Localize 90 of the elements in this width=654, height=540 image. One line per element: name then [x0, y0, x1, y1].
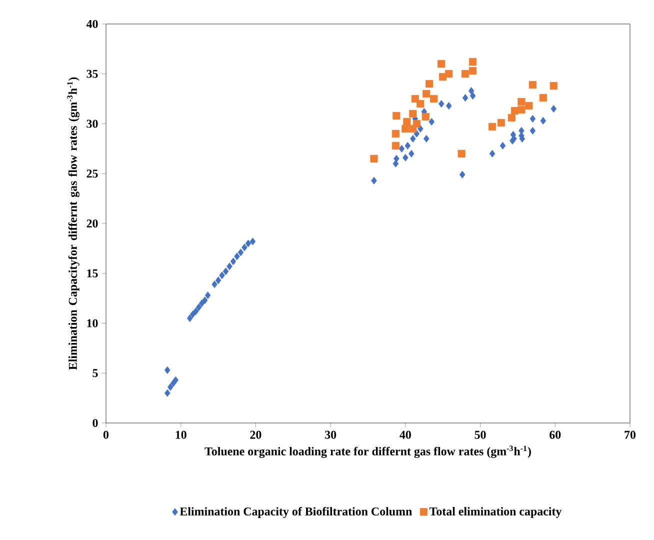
point — [469, 67, 477, 75]
point — [238, 248, 244, 256]
point — [489, 150, 496, 158]
point — [500, 142, 506, 150]
point — [371, 176, 377, 184]
point — [550, 105, 557, 113]
x-tick-label: 0 — [103, 430, 109, 439]
point — [426, 80, 434, 88]
point — [250, 238, 256, 246]
point — [215, 276, 222, 284]
point — [540, 116, 546, 125]
point — [404, 142, 411, 150]
point — [219, 272, 225, 280]
point — [469, 58, 477, 66]
point — [230, 258, 236, 266]
legend-label: Elimination Capacity of Biofiltration Column — [180, 506, 412, 518]
x-tick-label: 20 — [250, 430, 262, 439]
point — [192, 307, 199, 316]
point — [394, 154, 400, 162]
point — [430, 95, 438, 103]
point — [530, 126, 536, 135]
point — [410, 134, 416, 142]
point — [164, 389, 170, 397]
point — [402, 124, 410, 133]
point — [204, 292, 211, 300]
point — [392, 142, 400, 150]
point — [530, 114, 536, 123]
y-tick-label: 10 — [87, 319, 98, 328]
x-tick-label: 70 — [624, 430, 636, 439]
point — [398, 144, 405, 152]
point — [497, 118, 506, 127]
x-tick-label: 60 — [550, 430, 561, 439]
x-tick-label: 40 — [400, 430, 411, 439]
point — [468, 87, 474, 95]
point — [508, 114, 516, 122]
point — [462, 94, 468, 102]
point — [164, 366, 170, 374]
x-tick-label: 50 — [474, 430, 486, 439]
point — [525, 102, 533, 110]
point — [212, 280, 218, 288]
point — [539, 94, 547, 102]
point — [186, 314, 193, 322]
point — [470, 92, 476, 100]
point — [458, 150, 466, 158]
x-axis-title: Toluene organic loading rate for differnt gas flow rates (gm$^{-3}$h$^{-1}$) — [204, 446, 531, 458]
y-tick-label: 30 — [86, 120, 98, 128]
y-tick-label: 20 — [86, 219, 98, 228]
point — [245, 240, 252, 248]
point — [222, 268, 229, 276]
point — [392, 112, 400, 120]
point — [402, 154, 408, 162]
point — [412, 120, 420, 128]
point — [226, 262, 232, 270]
y-tick-label: 15 — [87, 269, 98, 278]
point — [459, 170, 466, 178]
point — [528, 81, 536, 89]
point — [416, 100, 424, 108]
y-tick-label: 5 — [92, 369, 98, 378]
point — [488, 122, 496, 131]
point — [428, 118, 435, 126]
point — [234, 252, 240, 260]
point — [438, 60, 446, 68]
point — [424, 134, 430, 142]
point — [422, 90, 430, 98]
y-tick-label: 35 — [86, 70, 98, 78]
point — [445, 70, 453, 78]
point — [550, 82, 558, 90]
point — [518, 106, 526, 114]
point — [167, 383, 174, 391]
point — [196, 304, 202, 312]
point — [446, 102, 452, 110]
y-tick-label: 40 — [86, 20, 98, 28]
point — [462, 70, 470, 78]
x-tick-label: 10 — [176, 430, 186, 439]
point — [392, 130, 400, 138]
point — [518, 98, 526, 106]
y-axis-title: Elimination Capacityfor differnt gas flow rates (gm$^{-3}$h$^{-1}$) — [67, 77, 80, 370]
legend-label: Total elimination capacity — [429, 507, 562, 518]
point — [403, 118, 411, 126]
point — [242, 244, 248, 252]
point — [408, 150, 414, 158]
y-tick-label: 25 — [86, 170, 98, 178]
y-tick-label: 0 — [92, 418, 98, 428]
point — [422, 112, 430, 121]
point — [409, 110, 417, 118]
point — [370, 154, 378, 162]
point — [202, 296, 208, 304]
x-tick-label: 30 — [325, 430, 336, 439]
point — [438, 100, 444, 108]
point — [172, 376, 179, 384]
